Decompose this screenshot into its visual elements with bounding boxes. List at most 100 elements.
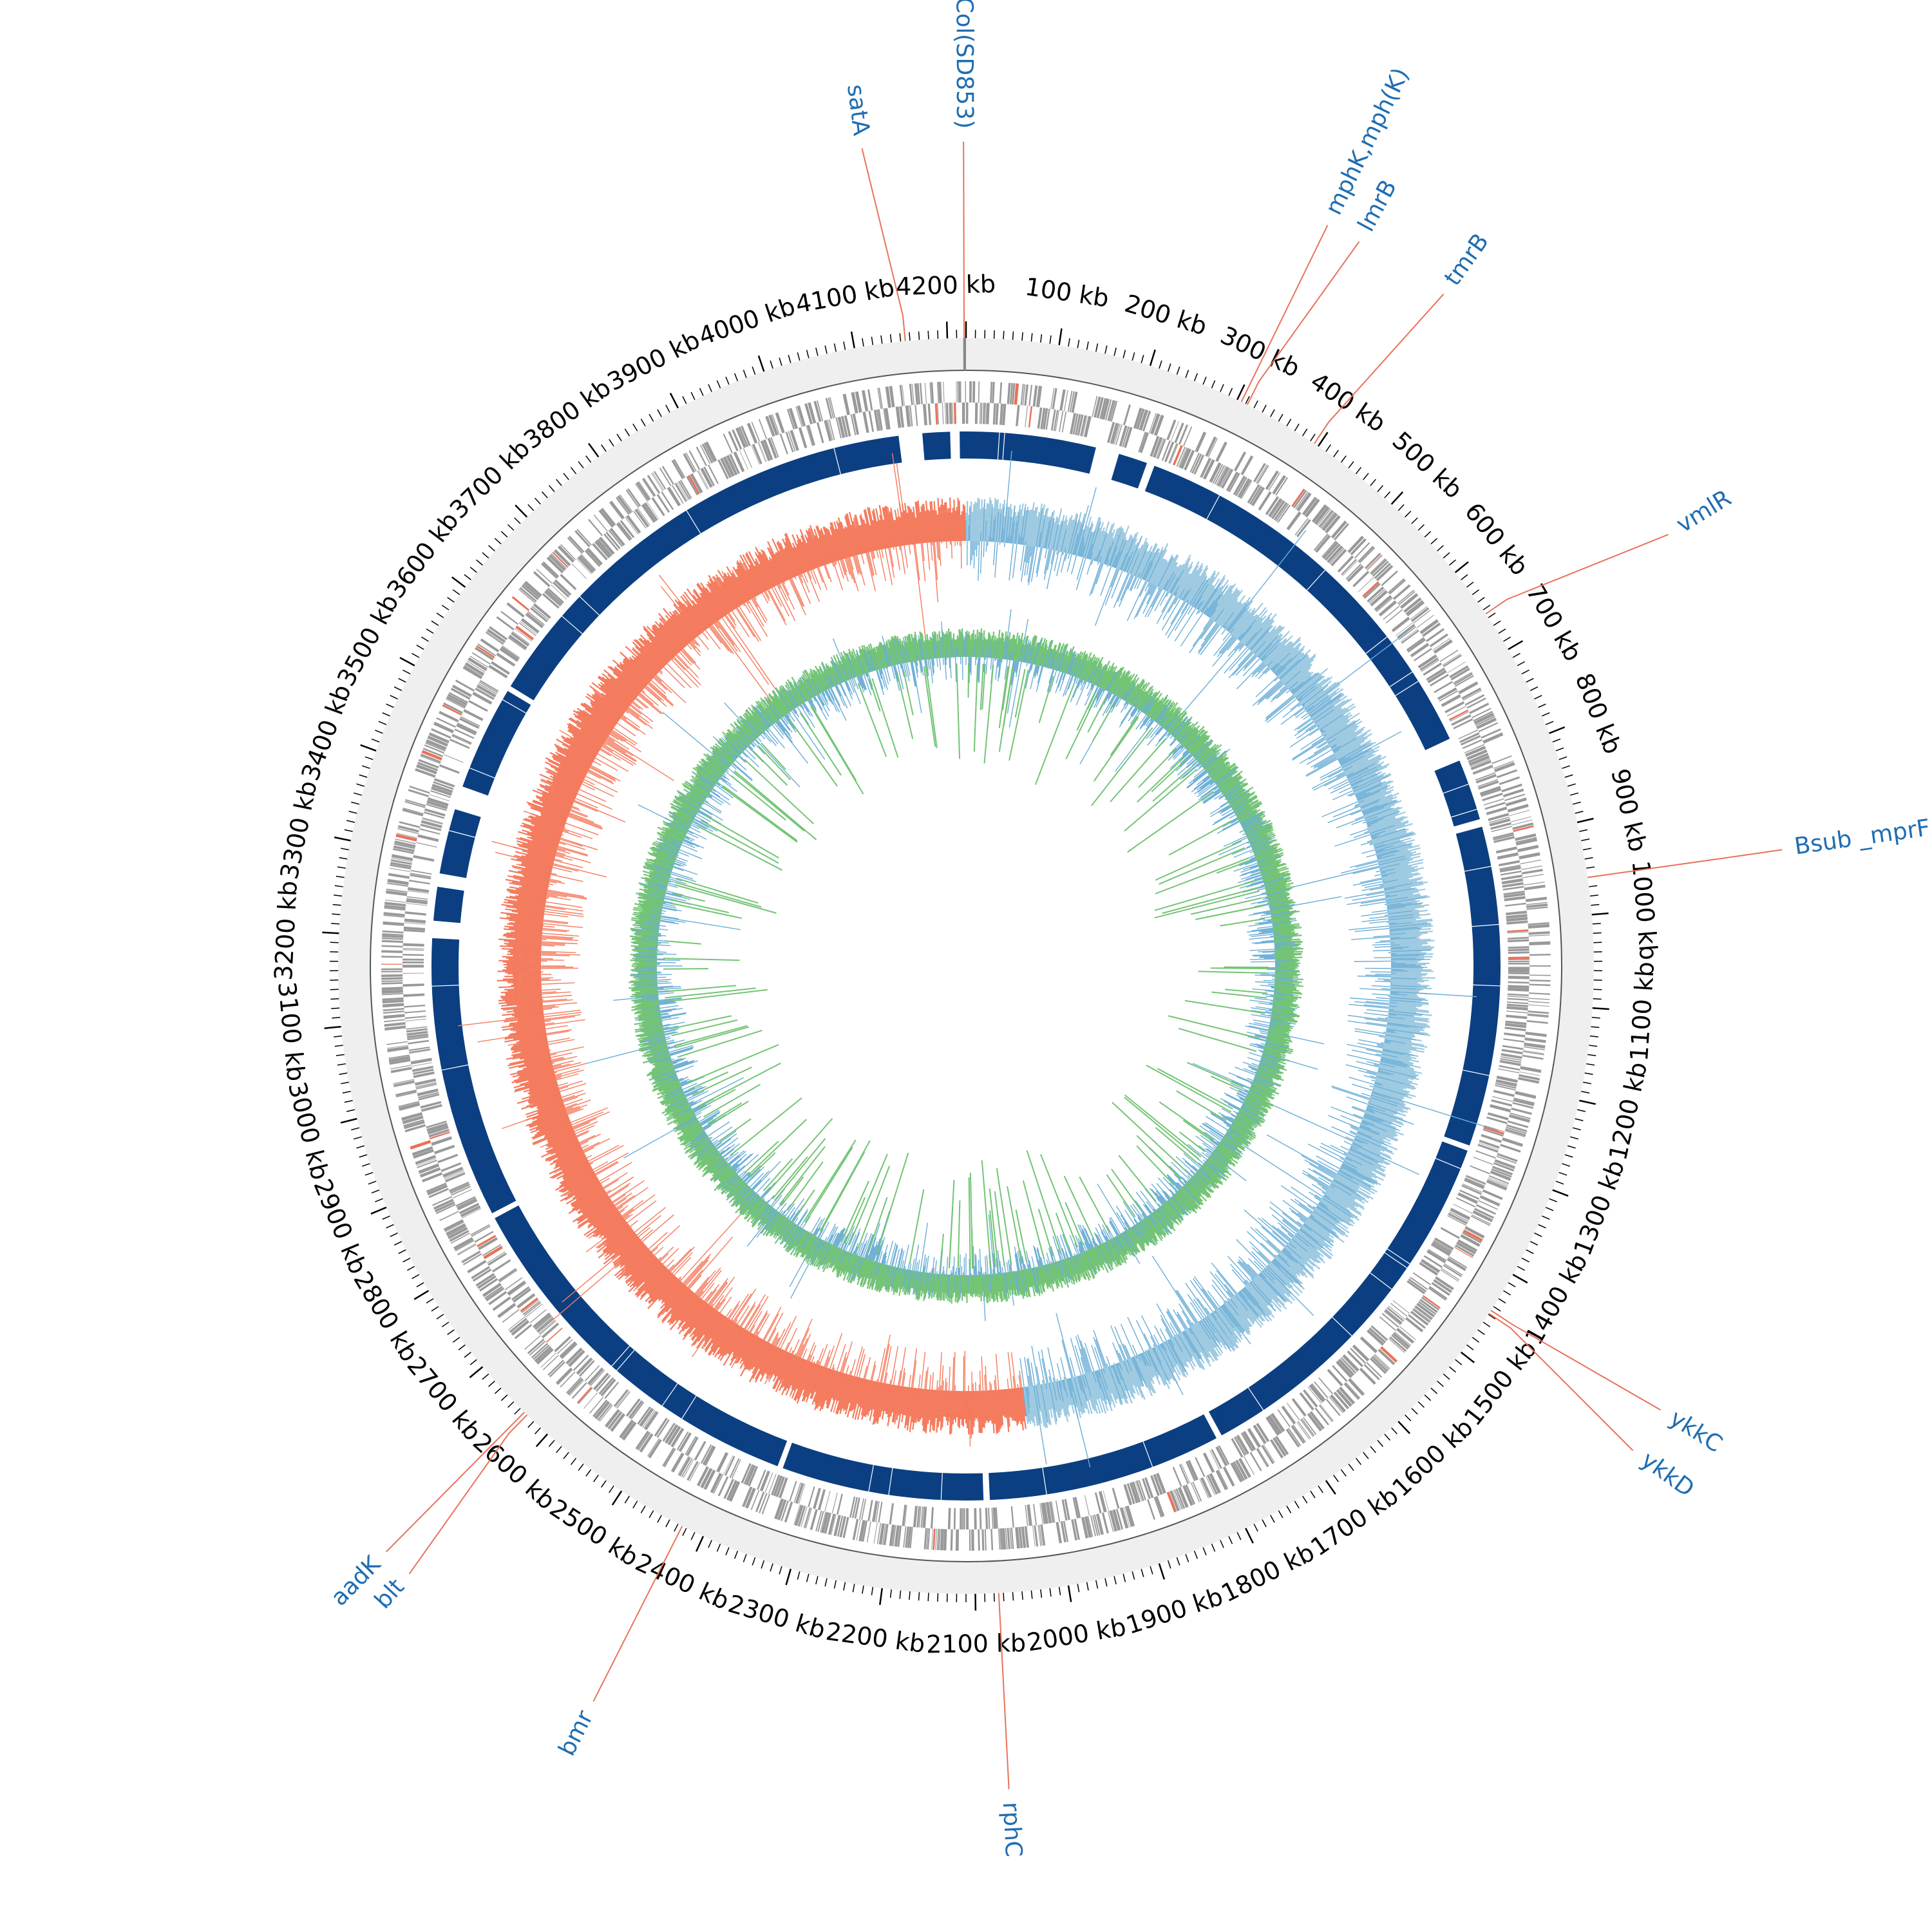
gc-skew-bar-fill bbox=[1315, 698, 1352, 725]
cds-feature bbox=[1161, 440, 1171, 461]
cds-feature bbox=[1212, 464, 1224, 484]
minor-tick bbox=[1113, 347, 1117, 356]
cds-feature bbox=[903, 1526, 907, 1548]
cds-feature bbox=[1178, 424, 1189, 445]
gc-skew-bar bbox=[1197, 1298, 1209, 1315]
cds-feature bbox=[423, 811, 445, 819]
cds-feature bbox=[584, 549, 601, 567]
gc-skew-bar-fill bbox=[1248, 1282, 1269, 1306]
minor-tick bbox=[402, 669, 411, 675]
gc-skew-bar bbox=[1305, 757, 1337, 776]
cds-feature bbox=[1036, 386, 1041, 408]
cds-feature bbox=[760, 440, 771, 462]
gc-skew-bar-fill bbox=[1343, 1159, 1385, 1181]
cds-feature bbox=[738, 426, 749, 448]
cds-feature bbox=[1513, 1097, 1535, 1104]
gc-skew-bar bbox=[1370, 1075, 1377, 1078]
cds-feature bbox=[1170, 444, 1179, 464]
gc-skew-bar bbox=[1021, 536, 1023, 545]
gc-skew-bar-fill bbox=[1387, 908, 1416, 914]
cds-feature bbox=[637, 1406, 651, 1425]
gc-skew-bar bbox=[1365, 816, 1378, 822]
cds-feature bbox=[1039, 1503, 1043, 1524]
cds-feature bbox=[873, 410, 880, 431]
cds-feature bbox=[678, 480, 690, 500]
cds-feature bbox=[471, 1265, 491, 1280]
cds-feature bbox=[1508, 981, 1530, 984]
cds-feature bbox=[1528, 923, 1549, 929]
gc-skew-bar bbox=[1373, 935, 1390, 938]
minor-tick bbox=[1586, 1063, 1595, 1066]
gc-skew-bar bbox=[1374, 874, 1381, 876]
cds-feature bbox=[569, 1379, 584, 1396]
cds-feature bbox=[542, 1354, 559, 1370]
gc-skew-bar bbox=[1354, 781, 1386, 796]
gc-skew-bar bbox=[1148, 584, 1154, 596]
cds-feature bbox=[1477, 1144, 1499, 1153]
cds-feature bbox=[1526, 906, 1548, 910]
minor-tick bbox=[541, 491, 548, 498]
gc-skew-bar bbox=[1360, 800, 1379, 809]
cds-feature bbox=[1475, 715, 1495, 726]
cds-feature bbox=[1261, 1444, 1274, 1464]
tick-label: 600 kb bbox=[1459, 497, 1534, 580]
gc-skew-bar bbox=[1170, 1322, 1178, 1336]
gc-skew-bar bbox=[1225, 1300, 1227, 1302]
cds-feature bbox=[1462, 739, 1482, 750]
gc-skew-bar-fill bbox=[1281, 656, 1310, 682]
cds-feature bbox=[600, 1378, 616, 1397]
gc-skew-bar bbox=[1366, 1021, 1387, 1026]
gc-skew-bar bbox=[1369, 824, 1396, 834]
cds-feature bbox=[876, 409, 881, 431]
gc-skew-bar bbox=[1366, 1009, 1389, 1013]
gc-skew-bar-fill bbox=[1334, 1176, 1374, 1200]
major-tick bbox=[1317, 431, 1329, 447]
cds-feature bbox=[1406, 637, 1425, 651]
cds-feature bbox=[462, 665, 483, 679]
gc-skew-bar bbox=[1157, 557, 1173, 587]
cds-feature bbox=[705, 441, 717, 462]
cds-feature bbox=[1045, 408, 1050, 430]
gc-skew-bar bbox=[1218, 1307, 1235, 1329]
cds-feature bbox=[617, 495, 632, 514]
cds-feature bbox=[761, 1493, 771, 1515]
gc-skew-bar bbox=[1247, 1264, 1258, 1276]
minor-tick bbox=[1545, 1207, 1554, 1211]
cds-feature bbox=[858, 1520, 866, 1542]
tick-label: 700 kb bbox=[1520, 579, 1587, 666]
gc-skew-bar-fill bbox=[1365, 1112, 1393, 1123]
cds-feature bbox=[1504, 902, 1526, 907]
cds-feature bbox=[1240, 455, 1254, 475]
gc-skew-bar bbox=[634, 1207, 666, 1233]
minor-tick bbox=[797, 1571, 800, 1580]
minor-tick bbox=[378, 721, 387, 725]
gc-skew-bar-fill bbox=[1384, 887, 1412, 893]
cds-feature bbox=[687, 1461, 699, 1481]
gc-skew-bar-fill bbox=[1195, 1323, 1218, 1358]
tick-label: 3500 kb bbox=[332, 590, 404, 691]
cds-feature bbox=[1342, 1354, 1359, 1372]
cds-feature bbox=[914, 383, 919, 405]
minor-tick bbox=[752, 1557, 756, 1566]
backbone-seam bbox=[579, 596, 600, 616]
cds-feature bbox=[979, 402, 981, 424]
gc-skew-bar bbox=[1262, 1100, 1354, 1142]
cds-feature bbox=[866, 1521, 871, 1543]
minor-tick bbox=[441, 605, 450, 611]
cds-feature bbox=[1238, 479, 1252, 499]
gc-skew-bar bbox=[1167, 1308, 1182, 1333]
tick-label: 2900 kb bbox=[308, 1175, 372, 1278]
cds-feature bbox=[1520, 1066, 1542, 1073]
cds-feature bbox=[1256, 465, 1269, 484]
major-tick bbox=[1397, 1421, 1411, 1434]
cds-feature bbox=[883, 1524, 889, 1546]
gc-skew-bar bbox=[1361, 1092, 1371, 1097]
cds-feature bbox=[1495, 1083, 1517, 1089]
minor-tick bbox=[761, 1560, 765, 1569]
cds-feature bbox=[1367, 586, 1385, 603]
gc-skew-bar bbox=[1177, 1290, 1198, 1323]
gc-skew-bar bbox=[1245, 632, 1257, 646]
cds-feature bbox=[395, 833, 417, 842]
gc-skew-bar bbox=[1379, 940, 1390, 942]
cds-feature bbox=[1495, 846, 1517, 854]
